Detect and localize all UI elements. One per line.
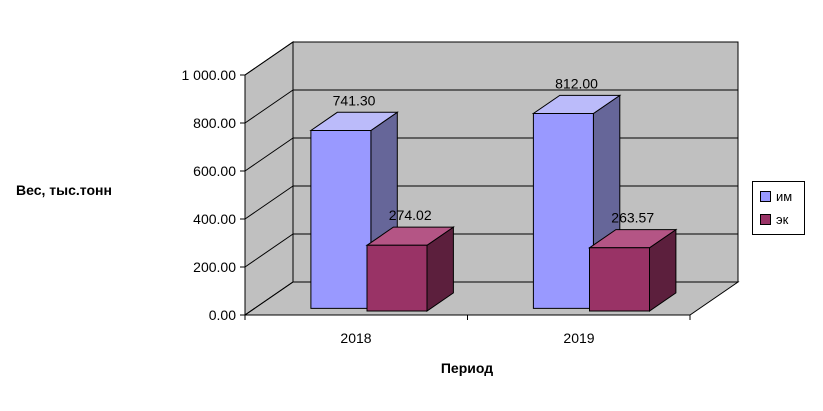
y-axis-title: Вес, тыс.тонн <box>16 182 112 198</box>
legend-label-im: им <box>776 189 793 204</box>
legend-swatch-ek-icon <box>760 214 771 225</box>
y-axis-ticks <box>240 74 245 316</box>
y-tick-label: 800.00 <box>193 115 236 131</box>
y-axis-tick-labels: 0.00 200.00 400.00 600.00 800.00 1 000.00 <box>182 67 237 323</box>
data-label-эк-2018: 274.02 <box>389 207 432 223</box>
bar-эк-2018 <box>365 226 456 312</box>
x-axis-title: Период <box>440 360 494 376</box>
legend-swatch-im-icon <box>760 191 771 202</box>
y-tick-label: 400.00 <box>193 211 236 227</box>
x-axis-ticks <box>244 315 691 320</box>
legend-label-ek: эк <box>776 212 789 227</box>
y-tick-label: 0.00 <box>209 307 236 323</box>
legend-item-ek: эк <box>760 213 792 226</box>
chart-bars <box>309 94 678 312</box>
data-label-им-2019: 812.00 <box>555 75 598 91</box>
y-tick-label: 600.00 <box>193 163 236 179</box>
data-label-эк-2019: 263.57 <box>611 210 654 226</box>
y-tick-label: 1 000.00 <box>182 67 237 83</box>
x-category-label-2019: 2019 <box>563 330 595 346</box>
y-tick-label: 200.00 <box>193 259 236 275</box>
data-label-им-2018: 741.30 <box>333 92 376 108</box>
legend-item-im: им <box>760 190 792 203</box>
bar-эк-2019 <box>587 228 678 312</box>
x-category-label-2018: 2018 <box>340 330 372 346</box>
chart-data-labels: 741.30 274.02 812.00 263.57 <box>333 75 655 225</box>
legend: им эк <box>752 181 806 235</box>
